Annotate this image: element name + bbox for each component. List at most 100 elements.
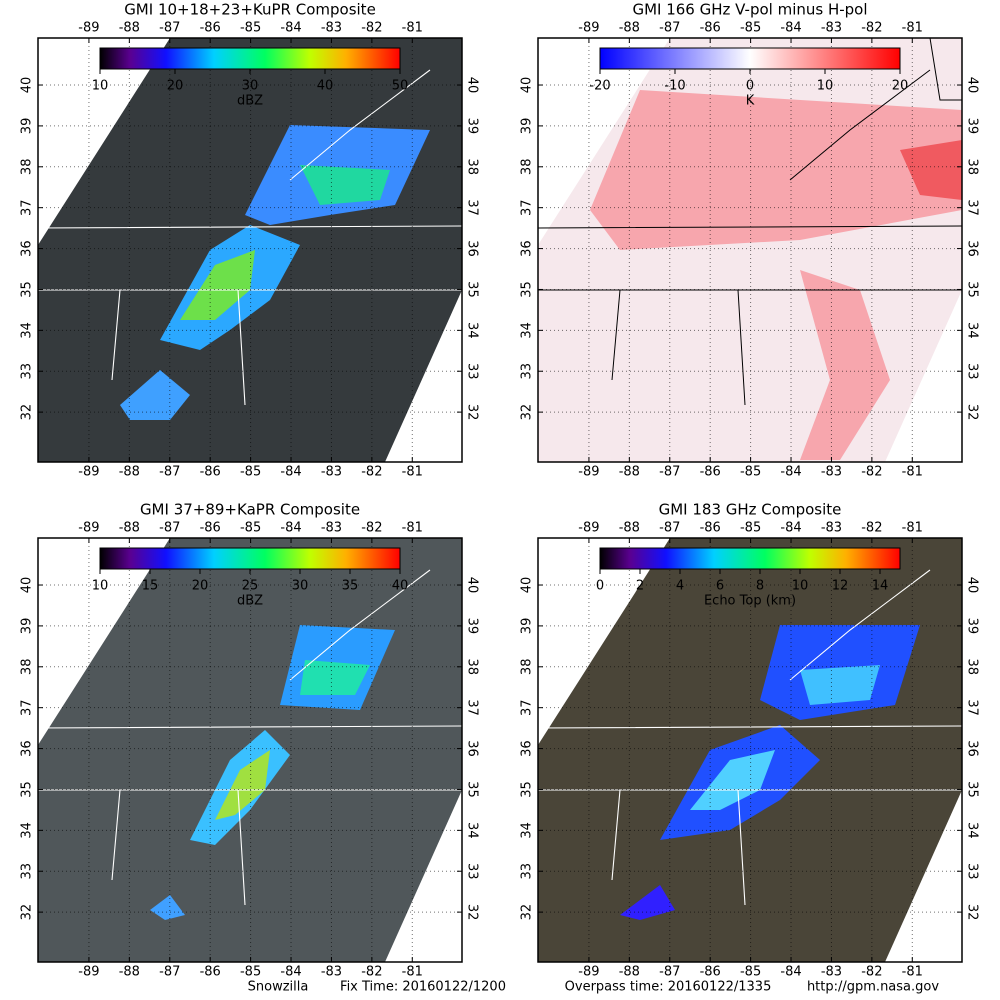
lon-tick-label: -89	[78, 521, 99, 536]
lat-tick-label: 37	[520, 699, 535, 716]
lon-tick-label: -81	[402, 21, 423, 36]
lat-tick-label: 38	[965, 159, 980, 176]
lon-tick-label: -82	[361, 965, 382, 980]
lat-tick-label: 35	[465, 781, 480, 798]
lat-tick-label: 40	[465, 77, 480, 94]
lon-tick-label: -81	[902, 465, 923, 480]
lon-tick-label: -81	[402, 465, 423, 480]
event-name: Snowzilla	[248, 980, 309, 995]
lon-tick-label: -82	[361, 465, 382, 480]
colorbar-label: dBZ	[237, 594, 263, 609]
lon-tick-label: -83	[321, 21, 342, 36]
lon-tick-label: -84	[280, 965, 301, 980]
lat-tick-label: 34	[465, 822, 480, 839]
lon-tick-label: -89	[578, 521, 599, 536]
lon-tick-label: -84	[280, 465, 301, 480]
colorbar-tick-label: 14	[872, 579, 889, 594]
plot-frame	[37, 537, 463, 963]
lon-tick-label: -86	[200, 465, 221, 480]
lat-tick-label: 39	[965, 618, 980, 635]
lon-tick-label: -81	[402, 521, 423, 536]
lat-tick-label: 37	[20, 199, 35, 216]
lat-tick-label: 38	[520, 159, 535, 176]
lon-tick-label: -87	[159, 21, 180, 36]
lat-tick-label: 32	[20, 904, 35, 921]
map-panel: GMI 166 GHz V-pol minus H-pol -89 -89 -88 -8…	[520, 1, 980, 480]
lat-tick-label: 33	[965, 363, 980, 380]
lon-tick-label: -81	[902, 521, 923, 536]
map-panel: GMI 10+18+23+KuPR Composite -89 -89 -88 -88 -…	[20, 1, 480, 480]
colorbar-tick-label: 6	[716, 579, 724, 594]
lat-tick-label: 34	[520, 322, 535, 339]
colorbar-tick-label: 50	[392, 79, 409, 94]
lat-tick-label: 39	[20, 118, 35, 135]
map-panel: GMI 37+89+KaPR Composite -89 -89 -88 -88 -87 -…	[20, 501, 480, 980]
lat-tick-label: 37	[465, 699, 480, 716]
lon-tick-label: -86	[200, 965, 221, 980]
lat-tick-label: 37	[965, 699, 980, 716]
lon-tick-label: -85	[740, 21, 761, 36]
lon-tick-label: -88	[619, 965, 640, 980]
colorbar-tick-label: -20	[589, 79, 610, 94]
lon-tick-label: -87	[659, 965, 680, 980]
lon-tick-label: -87	[659, 521, 680, 536]
colorbar-tick-label: 15	[142, 579, 159, 594]
lat-tick-label: 35	[965, 781, 980, 798]
lat-tick-label: 36	[520, 740, 535, 757]
lon-tick-label: -84	[780, 521, 801, 536]
lat-tick-label: 32	[520, 904, 535, 921]
lat-tick-label: 36	[20, 240, 35, 257]
lat-tick-label: 39	[520, 118, 535, 135]
lon-tick-label: -82	[861, 465, 882, 480]
lat-tick-label: 40	[965, 77, 980, 94]
lat-tick-label: 36	[520, 240, 535, 257]
lat-tick-label: 32	[465, 904, 480, 921]
lat-tick-label: 32	[20, 404, 35, 421]
lat-tick-label: 38	[20, 159, 35, 176]
colorbar-tick-label: 10	[92, 79, 109, 94]
colorbar-tick-label: 0	[596, 579, 604, 594]
colorbar-tick-label: 35	[342, 579, 359, 594]
colorbar-tick-label: 10	[817, 79, 834, 94]
map-panel: GMI 183 GHz Composite -89 -89 -88 -88 -87 -87 -…	[520, 501, 980, 980]
lat-tick-label: 33	[965, 863, 980, 880]
lat-tick-label: 35	[520, 281, 535, 298]
lat-tick-label: 33	[20, 363, 35, 380]
lon-tick-label: -81	[902, 21, 923, 36]
source-url: http://gpm.nasa.gov	[807, 980, 939, 995]
lat-tick-label: 40	[465, 577, 480, 594]
lat-tick-label: 33	[465, 863, 480, 880]
lat-tick-label: 39	[965, 118, 980, 135]
lat-tick-label: 35	[20, 781, 35, 798]
lat-tick-label: 34	[465, 322, 480, 339]
lat-tick-label: 40	[965, 577, 980, 594]
lon-tick-label: -88	[119, 965, 140, 980]
lat-tick-label: 37	[965, 199, 980, 216]
lon-tick-label: -87	[159, 465, 180, 480]
colorbar-tick-label: 25	[242, 579, 259, 594]
lat-tick-label: 32	[965, 904, 980, 921]
lon-tick-label: -83	[821, 465, 842, 480]
lon-tick-label: -89	[78, 965, 99, 980]
lon-tick-label: -82	[361, 21, 382, 36]
lat-tick-label: 37	[465, 199, 480, 216]
lat-tick-label: 39	[465, 118, 480, 135]
plot-frame	[537, 537, 963, 963]
colorbar-label: K	[746, 94, 755, 109]
colorbar-tick-label: 20	[192, 579, 209, 594]
lon-tick-label: -85	[240, 465, 261, 480]
lat-tick-label: 33	[465, 363, 480, 380]
lat-tick-label: 40	[20, 577, 35, 594]
colorbar-tick-label: 2	[636, 579, 644, 594]
lon-tick-label: -85	[740, 465, 761, 480]
lat-tick-label: 35	[465, 281, 480, 298]
lon-tick-label: -84	[780, 21, 801, 36]
lat-tick-label: 36	[20, 740, 35, 757]
lon-tick-label: -89	[578, 465, 599, 480]
lat-tick-label: 37	[20, 699, 35, 716]
lon-tick-label: -85	[240, 521, 261, 536]
lon-tick-label: -89	[578, 21, 599, 36]
lon-tick-label: -84	[780, 465, 801, 480]
lon-tick-label: -82	[861, 521, 882, 536]
